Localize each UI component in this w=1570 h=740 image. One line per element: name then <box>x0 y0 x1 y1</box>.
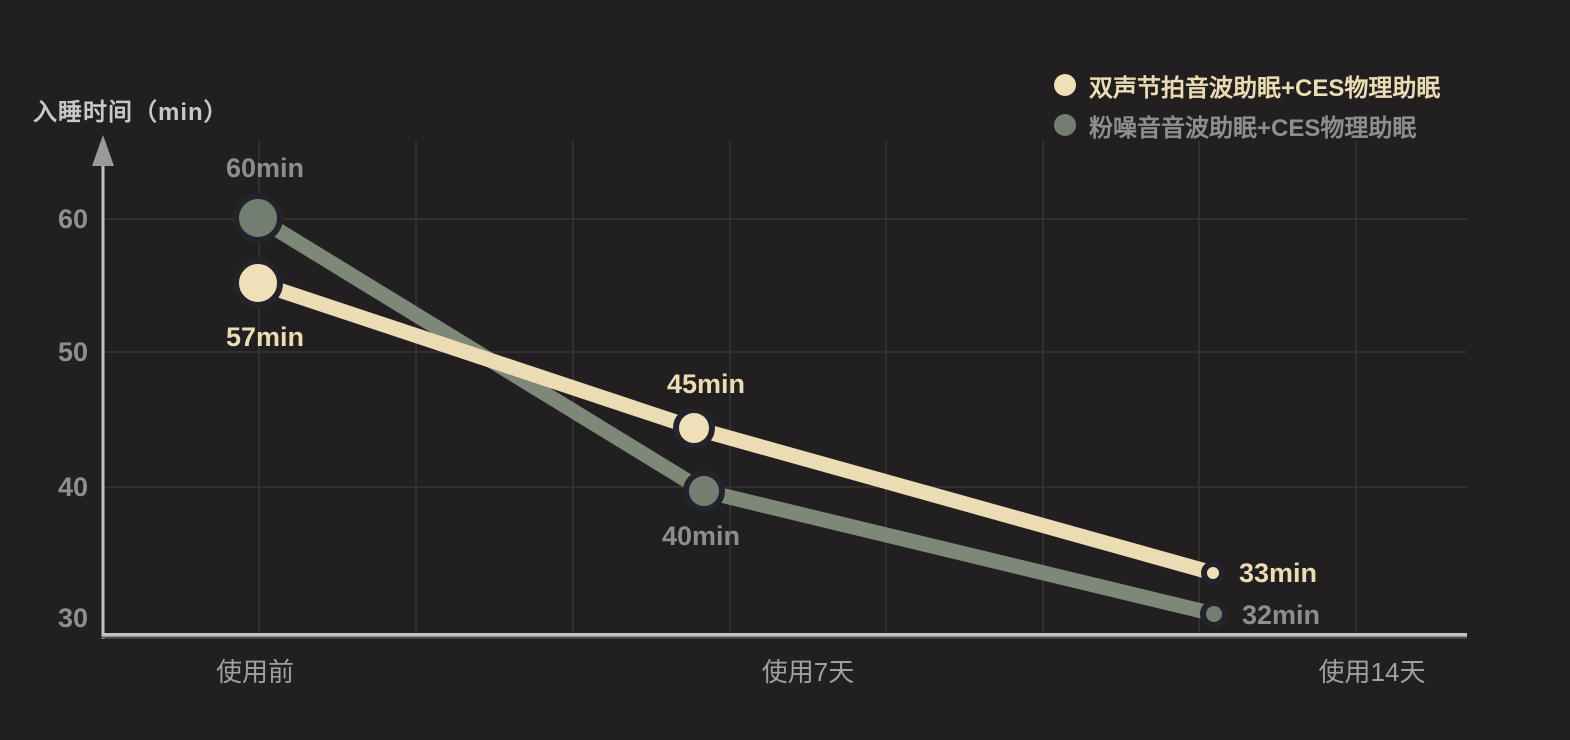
binaural-point-label-3: 33min <box>1239 558 1318 588</box>
y-tick-30: 30 <box>57 603 88 633</box>
series-1-marker-1 <box>683 470 725 512</box>
y-tick-40: 40 <box>57 472 88 502</box>
pink-noise-point-label-2: 40min <box>661 521 741 551</box>
series-0-marker-2 <box>1201 561 1225 585</box>
legend-item-pink-noise: 粉噪音音波助眠+CES物理助眠 <box>1054 112 1440 142</box>
y-tick-60: 60 <box>57 204 88 234</box>
binaural-point-label-2: 45min <box>666 369 746 399</box>
series-line-1 <box>250 210 1222 622</box>
pink-noise-point-label-3: 32min <box>1242 600 1321 630</box>
legend-dot-icon <box>1054 74 1076 96</box>
pink-noise-point-label-1: 60min <box>225 153 305 183</box>
x-tick-14-days: 使用14天 <box>1318 657 1426 687</box>
x-tick-7-days: 使用7天 <box>761 657 855 687</box>
x-axis-line <box>101 633 1467 637</box>
legend: 双声节拍音波助眠+CES物理助眠 粉噪音音波助眠+CES物理助眠 <box>1054 72 1440 152</box>
legend-item-binaural: 双声节拍音波助眠+CES物理助眠 <box>1054 72 1440 102</box>
x-tick-before-use: 使用前 <box>215 657 294 687</box>
y-axis-title: 入睡时间（min） <box>33 99 229 126</box>
binaural-point-label-1: 57min <box>225 322 305 352</box>
series-1-marker-2 <box>1200 600 1228 628</box>
series-0-marker-0 <box>233 258 283 308</box>
x-axis-shadow <box>101 636 1467 639</box>
y-axis-arrow-icon <box>92 135 114 166</box>
y-axis-line <box>101 150 105 639</box>
legend-dot-icon <box>1054 114 1076 136</box>
legend-label-binaural: 双声节拍音波助眠+CES物理助眠 <box>1089 74 1441 102</box>
y-tick-50: 50 <box>57 337 88 367</box>
series-0-marker-1 <box>673 407 715 449</box>
series-1-marker-0 <box>233 193 283 243</box>
legend-label-pink-noise: 粉噪音音波助眠+CES物理助眠 <box>1089 114 1417 142</box>
